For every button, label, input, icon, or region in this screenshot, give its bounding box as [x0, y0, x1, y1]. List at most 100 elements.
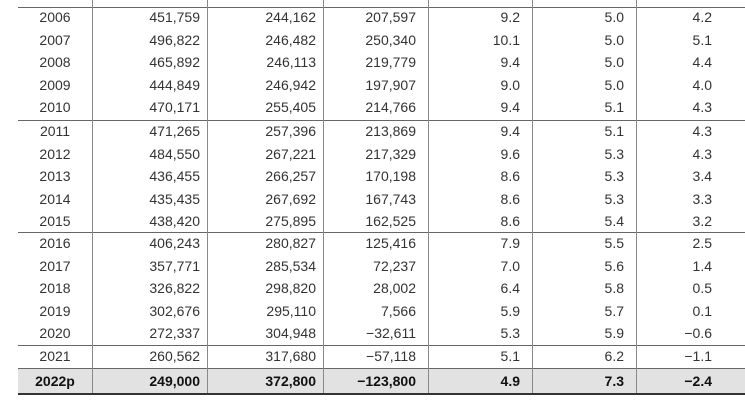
- value-cell: 5.1: [692, 31, 712, 48]
- value-cell: 4.3: [692, 145, 712, 162]
- value-cell: 167,743: [365, 190, 416, 207]
- value-cell: 7.3: [604, 373, 624, 389]
- value-cell: 4.0: [692, 76, 712, 93]
- value-cell: −123,800: [357, 373, 416, 389]
- value-cell: 6.4: [500, 280, 520, 296]
- value-cell: 471,265: [149, 123, 200, 139]
- value-cell: −57,118: [366, 348, 416, 364]
- value-cell: 8.6: [500, 213, 520, 229]
- value-cell: 275,895: [265, 213, 316, 229]
- year-cell: 2011: [39, 123, 71, 139]
- year-cell: 2014: [39, 190, 71, 207]
- value-cell: 435,435: [149, 190, 200, 207]
- value-cell: 217,329: [365, 145, 416, 162]
- value-cell: 9.4: [500, 54, 520, 70]
- year-cell: 2012: [39, 145, 71, 162]
- value-cell: 465,892: [149, 54, 200, 70]
- value-cell: 9.0: [500, 76, 520, 93]
- year-cell: 2022p: [35, 373, 75, 389]
- value-cell: 3.3: [692, 190, 712, 207]
- value-cell: 9.6: [500, 145, 520, 162]
- value-cell: 213,869: [365, 123, 416, 139]
- rule: [18, 7, 745, 8]
- value-cell: 496,822: [149, 31, 200, 48]
- year-cell: 2006: [39, 9, 71, 25]
- column-rule: [428, 0, 429, 393]
- value-cell: 4.4: [692, 54, 712, 70]
- column-rule: [636, 0, 637, 393]
- value-cell: 5.1: [604, 99, 624, 115]
- column-rule: [323, 0, 324, 393]
- value-cell: 8.6: [500, 190, 520, 207]
- value-cell: 5.5: [604, 235, 624, 251]
- value-cell: 280,827: [265, 235, 316, 251]
- value-cell: 5.7: [604, 302, 624, 319]
- year-cell: 2018: [39, 280, 71, 296]
- value-cell: −0.6: [684, 325, 712, 341]
- value-cell: −1.1: [684, 348, 712, 364]
- value-cell: 5.0: [604, 31, 624, 48]
- value-cell: 249,000: [149, 373, 200, 389]
- value-cell: 470,171: [149, 99, 200, 115]
- year-cell: 2010: [39, 99, 71, 115]
- value-cell: 302,676: [149, 302, 200, 319]
- rule: [18, 393, 745, 395]
- value-cell: 5.0: [604, 9, 624, 25]
- value-cell: 5.0: [604, 76, 624, 93]
- value-cell: 5.3: [604, 145, 624, 162]
- column-rule: [207, 0, 208, 393]
- value-cell: 5.6: [604, 257, 624, 274]
- value-cell: 10.1: [492, 31, 520, 48]
- value-cell: 9.4: [500, 99, 520, 115]
- value-cell: 125,416: [365, 235, 416, 251]
- value-cell: 260,562: [149, 348, 200, 364]
- value-cell: 357,771: [149, 257, 200, 274]
- value-cell: 8.6: [500, 168, 520, 184]
- value-cell: 5.9: [500, 302, 520, 319]
- highlight-row: [18, 369, 745, 393]
- value-cell: 0.1: [692, 302, 712, 319]
- value-cell: 5.4: [604, 213, 624, 229]
- value-cell: 438,420: [149, 213, 200, 229]
- value-cell: 7.9: [500, 235, 520, 251]
- value-cell: 298,820: [265, 280, 316, 296]
- rule: [18, 232, 745, 233]
- value-cell: 257,396: [265, 123, 316, 139]
- year-cell: 2007: [39, 31, 71, 48]
- value-cell: 214,766: [365, 99, 416, 115]
- value-cell: 451,759: [149, 9, 200, 25]
- value-cell: 372,800: [265, 373, 316, 389]
- value-cell: 4.3: [692, 123, 712, 139]
- value-cell: 406,243: [149, 235, 200, 251]
- rule: [18, 368, 745, 369]
- value-cell: 3.4: [692, 168, 712, 184]
- year-cell: 2009: [39, 76, 71, 93]
- value-cell: 28,002: [373, 280, 416, 296]
- value-cell: 7.0: [500, 257, 520, 274]
- rule: [18, 345, 745, 346]
- value-cell: 246,942: [265, 76, 316, 93]
- value-cell: 5.8: [604, 280, 624, 296]
- value-cell: 436,455: [149, 168, 200, 184]
- year-cell: 2016: [39, 235, 71, 251]
- value-cell: 5.3: [604, 168, 624, 184]
- value-cell: 170,198: [365, 168, 416, 184]
- value-cell: 5.3: [500, 325, 520, 341]
- value-cell: 7,566: [380, 302, 416, 319]
- value-cell: 444,849: [149, 76, 200, 93]
- value-cell: 4.2: [692, 9, 712, 25]
- value-cell: 72,237: [373, 257, 416, 274]
- value-cell: 267,692: [265, 190, 316, 207]
- value-cell: 255,405: [265, 99, 316, 115]
- value-cell: 9.4: [500, 123, 520, 139]
- column-rule: [532, 0, 533, 393]
- value-cell: 207,597: [365, 9, 416, 25]
- column-rule: [92, 0, 93, 393]
- value-cell: 5.0: [604, 54, 624, 70]
- value-cell: 246,482: [265, 31, 316, 48]
- value-cell: 0.5: [692, 280, 712, 296]
- value-cell: −2.4: [684, 373, 712, 389]
- value-cell: 272,337: [149, 325, 200, 341]
- year-cell: 2013: [39, 168, 71, 184]
